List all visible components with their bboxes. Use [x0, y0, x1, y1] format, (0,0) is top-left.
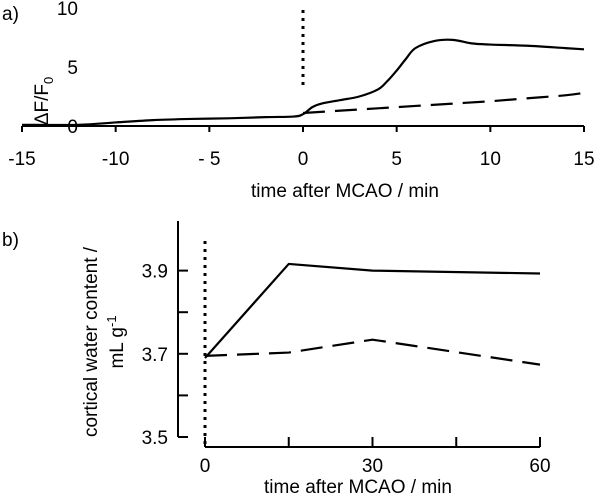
x-axis-title: time after MCAO / min	[251, 181, 439, 202]
panel-b: b) 0 30 603.53.73.9 time after MCAO / min …	[2, 221, 551, 498]
panel-b-label: b)	[2, 230, 19, 251]
x-tick-label: 5	[391, 149, 402, 170]
y-tick-label: 5	[67, 58, 78, 79]
y-axis-title-sup: -1	[104, 315, 119, 327]
y-axis-title-line1: cortical water content /	[81, 246, 102, 437]
x-tick-label: -10	[102, 149, 129, 170]
y-axis-title: ΔF/F0	[32, 77, 56, 125]
panel-a: a) -15 -10 - 5 0 5 10 15 0 5 10 time after MCAO /…	[2, 0, 595, 202]
series-group	[21, 38, 585, 127]
x-tick-label: 15	[573, 149, 594, 170]
series-line-dashed	[204, 338, 541, 366]
y-tick-label: 0	[67, 117, 78, 138]
series-line-dashed	[302, 91, 585, 115]
x-axis-title: time after MCAO / min	[264, 477, 452, 498]
x-tick-label: 0	[298, 149, 309, 170]
x-tick-label: - 5	[198, 149, 220, 170]
ticks: 0 30 60 3.5 3.7 3.9	[142, 262, 551, 477]
y-tick-label: 3.7	[142, 345, 168, 366]
series-line-solid	[204, 262, 541, 359]
x-tick-label: -15	[8, 149, 35, 170]
y-axis-title-sub: 0	[41, 77, 56, 84]
y-tick-label: 3.5	[142, 428, 168, 449]
y-axis-title-line2: mL g-1	[104, 315, 128, 368]
ticks: -15 -10 - 5 0 5 10 15 0 5 10	[8, 0, 594, 170]
y-tick-label: 10	[57, 0, 78, 20]
x-tick-label: 0	[200, 456, 211, 477]
x-tick-label: 10	[480, 149, 501, 170]
y-axis-title-main: ΔF/F	[32, 84, 53, 125]
y-axis-title-unit: mL g	[107, 327, 128, 369]
series-line-solid	[21, 38, 585, 127]
series-group	[204, 262, 541, 366]
x-tick-label: 30	[362, 456, 383, 477]
y-tick-label: 3.9	[142, 262, 168, 283]
axes	[177, 221, 540, 448]
x-tick-label: 60	[529, 456, 550, 477]
panel-a-label: a)	[2, 4, 19, 25]
